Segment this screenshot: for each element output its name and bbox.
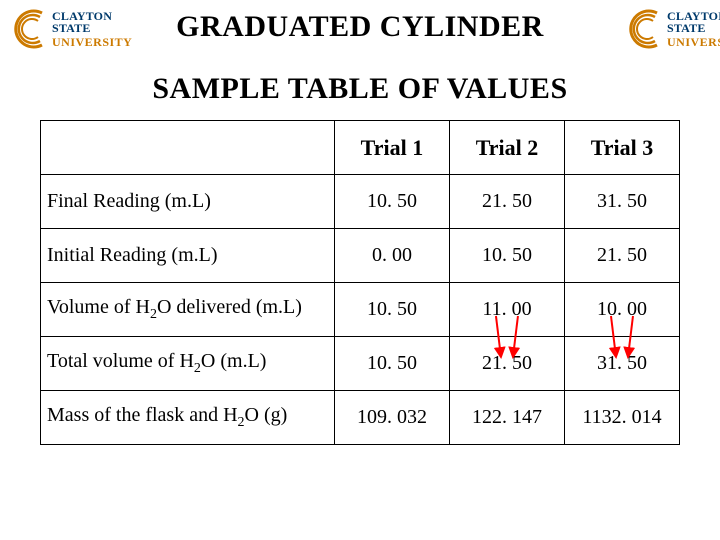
university-logo-left: CLAYTON STATE UNIVERSITY — [6, 4, 111, 54]
cell-value: 1132. 014 — [564, 391, 679, 445]
table-row: Total volume of H2O (m.L)10. 5021. 5031.… — [41, 337, 680, 391]
row-label: Volume of H2O delivered (m.L) — [41, 283, 335, 337]
table-row: Mass of the flask and H2O (g)109. 032122… — [41, 391, 680, 445]
cell-value: 21. 50 — [564, 229, 679, 283]
university-logo-right: CLAYTON STATE UNIVERSITY — [621, 4, 720, 54]
cell-value: 10. 00 — [564, 283, 679, 337]
table-header-empty — [41, 121, 335, 175]
row-label: Final Reading (m.L) — [41, 175, 335, 229]
table-header-trial3: Trial 3 — [564, 121, 679, 175]
cell-value: 0. 00 — [334, 229, 449, 283]
logo-text-line2: UNIVERSITY — [52, 36, 132, 48]
logo-text-line2: UNIVERSITY — [667, 36, 720, 48]
cell-value: 31. 50 — [564, 337, 679, 391]
cell-value: 31. 50 — [564, 175, 679, 229]
row-label: Total volume of H2O (m.L) — [41, 337, 335, 391]
table-header-row: Trial 1 Trial 2 Trial 3 — [41, 121, 680, 175]
page-subtitle: SAMPLE TABLE OF VALUES — [0, 72, 720, 106]
table-header-trial1: Trial 1 — [334, 121, 449, 175]
table-row: Initial Reading (m.L)0. 0010. 5021. 50 — [41, 229, 680, 283]
logo-text-line1: CLAYTON STATE — [667, 10, 720, 34]
table-row: Volume of H2O delivered (m.L)10. 5011. 0… — [41, 283, 680, 337]
logo-arc-icon — [621, 7, 665, 51]
table-row: Final Reading (m.L)10. 5021. 5031. 50 — [41, 175, 680, 229]
cell-value: 10. 50 — [449, 229, 564, 283]
logo-text-line1: CLAYTON STATE — [52, 10, 132, 34]
cell-value: 21. 50 — [449, 175, 564, 229]
cell-value: 122. 147 — [449, 391, 564, 445]
logo-arc-icon — [6, 7, 50, 51]
cell-value: 109. 032 — [334, 391, 449, 445]
cell-value: 10. 50 — [334, 337, 449, 391]
row-label: Initial Reading (m.L) — [41, 229, 335, 283]
values-table: Trial 1 Trial 2 Trial 3 Final Reading (m… — [40, 120, 680, 445]
cell-value: 10. 50 — [334, 175, 449, 229]
cell-value: 10. 50 — [334, 283, 449, 337]
table-header-trial2: Trial 2 — [449, 121, 564, 175]
row-label: Mass of the flask and H2O (g) — [41, 391, 335, 445]
cell-value: 21. 50 — [449, 337, 564, 391]
cell-value: 11. 00 — [449, 283, 564, 337]
